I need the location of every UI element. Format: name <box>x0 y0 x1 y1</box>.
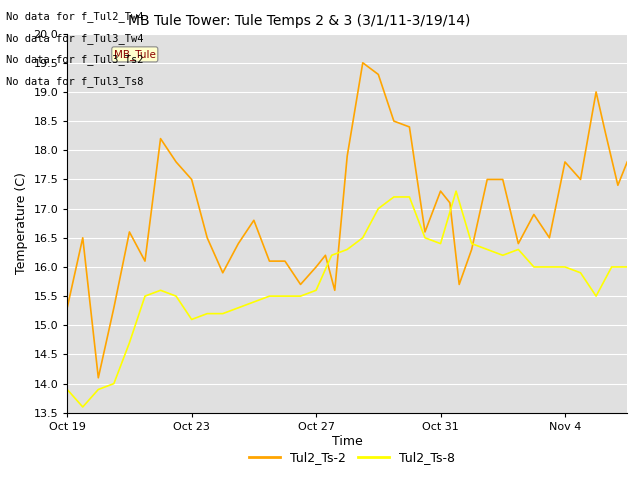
Text: No data for f_Tul2_Tw4: No data for f_Tul2_Tw4 <box>6 11 144 22</box>
Tul2_Ts-8 <box>79 404 86 410</box>
Tul2_Ts-8 <box>592 293 600 299</box>
Tul2_Ts-8 <box>234 305 242 311</box>
Tul2_Ts-8 <box>359 235 367 240</box>
Tul2_Ts-2 <box>374 72 382 77</box>
Tul2_Ts-2 <box>95 375 102 381</box>
Tul2_Ts-8 <box>623 264 631 270</box>
Tul2_Ts-2 <box>436 188 444 194</box>
Tul2_Ts-2 <box>204 235 211 240</box>
X-axis label: Time: Time <box>332 434 363 448</box>
Tul2_Ts-8 <box>141 293 149 299</box>
Line: Tul2_Ts-8: Tul2_Ts-8 <box>67 191 627 407</box>
Tul2_Ts-2 <box>623 159 631 165</box>
Tul2_Ts-2 <box>110 305 118 311</box>
Tul2_Ts-2 <box>79 235 86 240</box>
Tul2_Ts-2 <box>321 252 329 258</box>
Tul2_Ts-8 <box>406 194 413 200</box>
Tul2_Ts-2 <box>577 177 584 182</box>
Tul2_Ts-2 <box>515 241 522 247</box>
Tul2_Ts-2 <box>483 177 491 182</box>
Tul2_Ts-2 <box>602 130 609 136</box>
Tul2_Ts-8 <box>204 311 211 316</box>
Text: MB_Tule: MB_Tule <box>114 49 156 60</box>
Tul2_Ts-2 <box>359 60 367 66</box>
Tul2_Ts-8 <box>110 381 118 386</box>
Tul2_Ts-8 <box>281 293 289 299</box>
Tul2_Ts-2 <box>421 229 429 235</box>
Tul2_Ts-8 <box>312 288 320 293</box>
Tul2_Ts-2 <box>446 200 454 205</box>
Tul2_Ts-2 <box>297 282 305 288</box>
Tul2_Ts-2 <box>188 177 195 182</box>
Tul2_Ts-8 <box>545 264 553 270</box>
Tul2_Ts-8 <box>483 247 491 252</box>
Tul2_Ts-2 <box>312 264 320 270</box>
Tul2_Ts-8 <box>452 188 460 194</box>
Tul2_Ts-8 <box>421 235 429 240</box>
Tul2_Ts-8 <box>499 252 507 258</box>
Tul2_Ts-8 <box>125 340 133 346</box>
Tul2_Ts-2 <box>614 182 621 188</box>
Tul2_Ts-8 <box>328 252 335 258</box>
Text: No data for f_Tul3_Ts8: No data for f_Tul3_Ts8 <box>6 76 144 87</box>
Tul2_Ts-2 <box>157 136 164 142</box>
Tul2_Ts-2 <box>592 89 600 95</box>
Tul2_Ts-8 <box>250 299 258 305</box>
Line: Tul2_Ts-2: Tul2_Ts-2 <box>67 63 627 378</box>
Tul2_Ts-2 <box>125 229 133 235</box>
Tul2_Ts-8 <box>157 288 164 293</box>
Text: MB Tule Tower: Tule Temps 2 & 3 (3/1/11-3/19/14): MB Tule Tower: Tule Temps 2 & 3 (3/1/11-… <box>128 14 470 28</box>
Y-axis label: Temperature (C): Temperature (C) <box>15 172 28 274</box>
Tul2_Ts-2 <box>281 258 289 264</box>
Tul2_Ts-8 <box>577 270 584 276</box>
Tul2_Ts-8 <box>608 264 616 270</box>
Text: No data for f_Tul3_Tw4: No data for f_Tul3_Tw4 <box>6 33 144 44</box>
Tul2_Ts-8 <box>188 317 195 323</box>
Tul2_Ts-2 <box>406 124 413 130</box>
Tul2_Ts-2 <box>219 270 227 276</box>
Text: No data for f_Tul3_Ts2: No data for f_Tul3_Ts2 <box>6 54 144 65</box>
Tul2_Ts-8 <box>374 206 382 212</box>
Tul2_Ts-2 <box>456 282 463 288</box>
Tul2_Ts-8 <box>436 241 444 247</box>
Tul2_Ts-8 <box>390 194 397 200</box>
Tul2_Ts-8 <box>530 264 538 270</box>
Tul2_Ts-2 <box>141 258 149 264</box>
Tul2_Ts-8 <box>468 241 476 247</box>
Tul2_Ts-8 <box>266 293 273 299</box>
Tul2_Ts-2 <box>331 288 339 293</box>
Tul2_Ts-2 <box>234 241 242 247</box>
Tul2_Ts-2 <box>343 153 351 159</box>
Tul2_Ts-2 <box>468 247 476 252</box>
Tul2_Ts-2 <box>172 159 180 165</box>
Tul2_Ts-2 <box>545 235 553 240</box>
Legend: Tul2_Ts-2, Tul2_Ts-8: Tul2_Ts-2, Tul2_Ts-8 <box>244 446 460 469</box>
Tul2_Ts-8 <box>63 386 71 392</box>
Tul2_Ts-2 <box>561 159 569 165</box>
Tul2_Ts-2 <box>266 258 273 264</box>
Tul2_Ts-2 <box>499 177 507 182</box>
Tul2_Ts-8 <box>95 386 102 392</box>
Tul2_Ts-2 <box>250 217 258 223</box>
Tul2_Ts-2 <box>390 118 397 124</box>
Tul2_Ts-8 <box>343 247 351 252</box>
Tul2_Ts-8 <box>297 293 305 299</box>
Tul2_Ts-8 <box>172 293 180 299</box>
Tul2_Ts-8 <box>515 247 522 252</box>
Tul2_Ts-2 <box>63 305 71 311</box>
Tul2_Ts-2 <box>530 212 538 217</box>
Tul2_Ts-8 <box>219 311 227 316</box>
Tul2_Ts-8 <box>561 264 569 270</box>
